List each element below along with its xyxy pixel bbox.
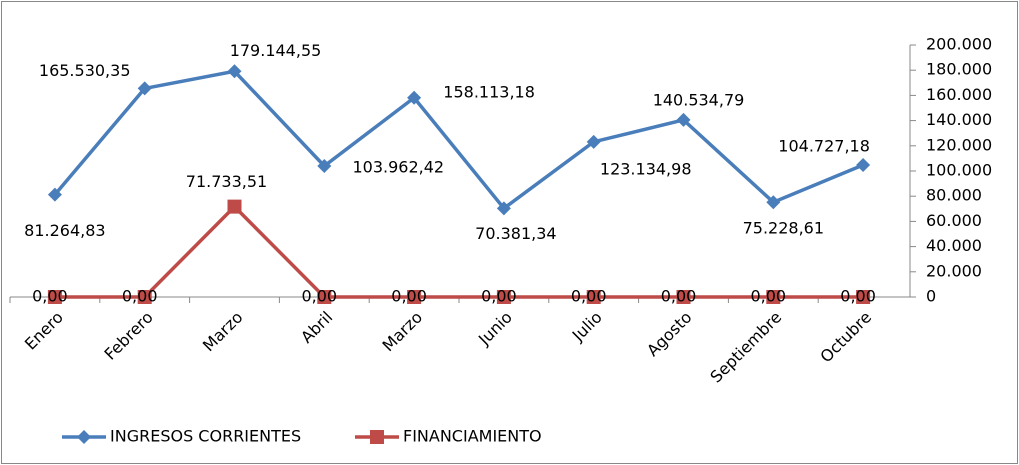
data-label: 179.144,55 <box>230 41 322 60</box>
marker-diamond <box>137 81 152 96</box>
marker-square <box>856 290 871 304</box>
data-label: 70.381,34 <box>475 224 556 243</box>
marker-diamond <box>496 201 511 216</box>
data-label: 104.727,18 <box>778 137 870 156</box>
data-label: 0,00 <box>32 287 68 306</box>
data-label: 0,00 <box>571 287 607 306</box>
y-tick-label: 140.000 <box>926 110 992 129</box>
y-tick-label: 160.000 <box>926 85 992 104</box>
legend-label: FINANCIAMIENTO <box>403 427 542 446</box>
marker-square <box>47 290 62 304</box>
data-label: 81.264,83 <box>24 221 105 240</box>
marker-square <box>586 290 601 304</box>
marker-square <box>676 290 691 304</box>
y-tick-label: 60.000 <box>926 211 982 230</box>
marker-diamond <box>766 195 781 210</box>
data-label: 71.733,51 <box>186 172 267 191</box>
series-line <box>54 204 864 299</box>
data-label: 0,00 <box>750 287 786 306</box>
data-label: 0,00 <box>122 287 158 306</box>
marker-square <box>137 290 152 304</box>
data-label: 103.962,42 <box>352 158 444 177</box>
marker-diamond <box>317 159 332 174</box>
data-label: 123.134,98 <box>600 159 692 178</box>
data-label: 140.534,79 <box>653 90 745 109</box>
marker-diamond <box>47 187 62 202</box>
data-label: 0,00 <box>391 287 427 306</box>
y-tick-label: 100.000 <box>926 161 992 180</box>
marker-diamond <box>676 112 691 127</box>
y-tick-label: 20.000 <box>926 261 982 280</box>
marker-square <box>766 290 781 304</box>
marker-square <box>317 290 332 304</box>
y-tick-label: 0 <box>926 287 936 306</box>
marker-diamond <box>77 430 91 444</box>
data-label: 75.228,61 <box>743 219 824 238</box>
y-tick-label: 180.000 <box>926 60 992 79</box>
data-label: 0,00 <box>481 287 517 306</box>
data-label: 165.530,35 <box>39 61 131 80</box>
marker-square <box>407 290 422 304</box>
y-tick-label: 40.000 <box>926 236 982 255</box>
series-line <box>53 69 864 211</box>
marker-square <box>496 290 511 304</box>
marker-square <box>227 199 242 214</box>
data-label: 0,00 <box>661 287 697 306</box>
marker-diamond <box>407 90 422 105</box>
y-tick-label: 80.000 <box>926 186 982 205</box>
y-tick-label: 120.000 <box>926 135 992 154</box>
y-tick-label: 200.000 <box>926 35 992 54</box>
data-label: 0,00 <box>840 287 876 306</box>
marker-diamond <box>586 134 601 149</box>
data-label: 0,00 <box>301 287 337 306</box>
marker-square <box>370 430 384 444</box>
marker-diamond <box>856 158 871 173</box>
data-label: 158.113,18 <box>443 82 535 101</box>
marker-diamond <box>227 64 242 79</box>
legend-label: INGRESOS CORRIENTES <box>110 427 301 446</box>
